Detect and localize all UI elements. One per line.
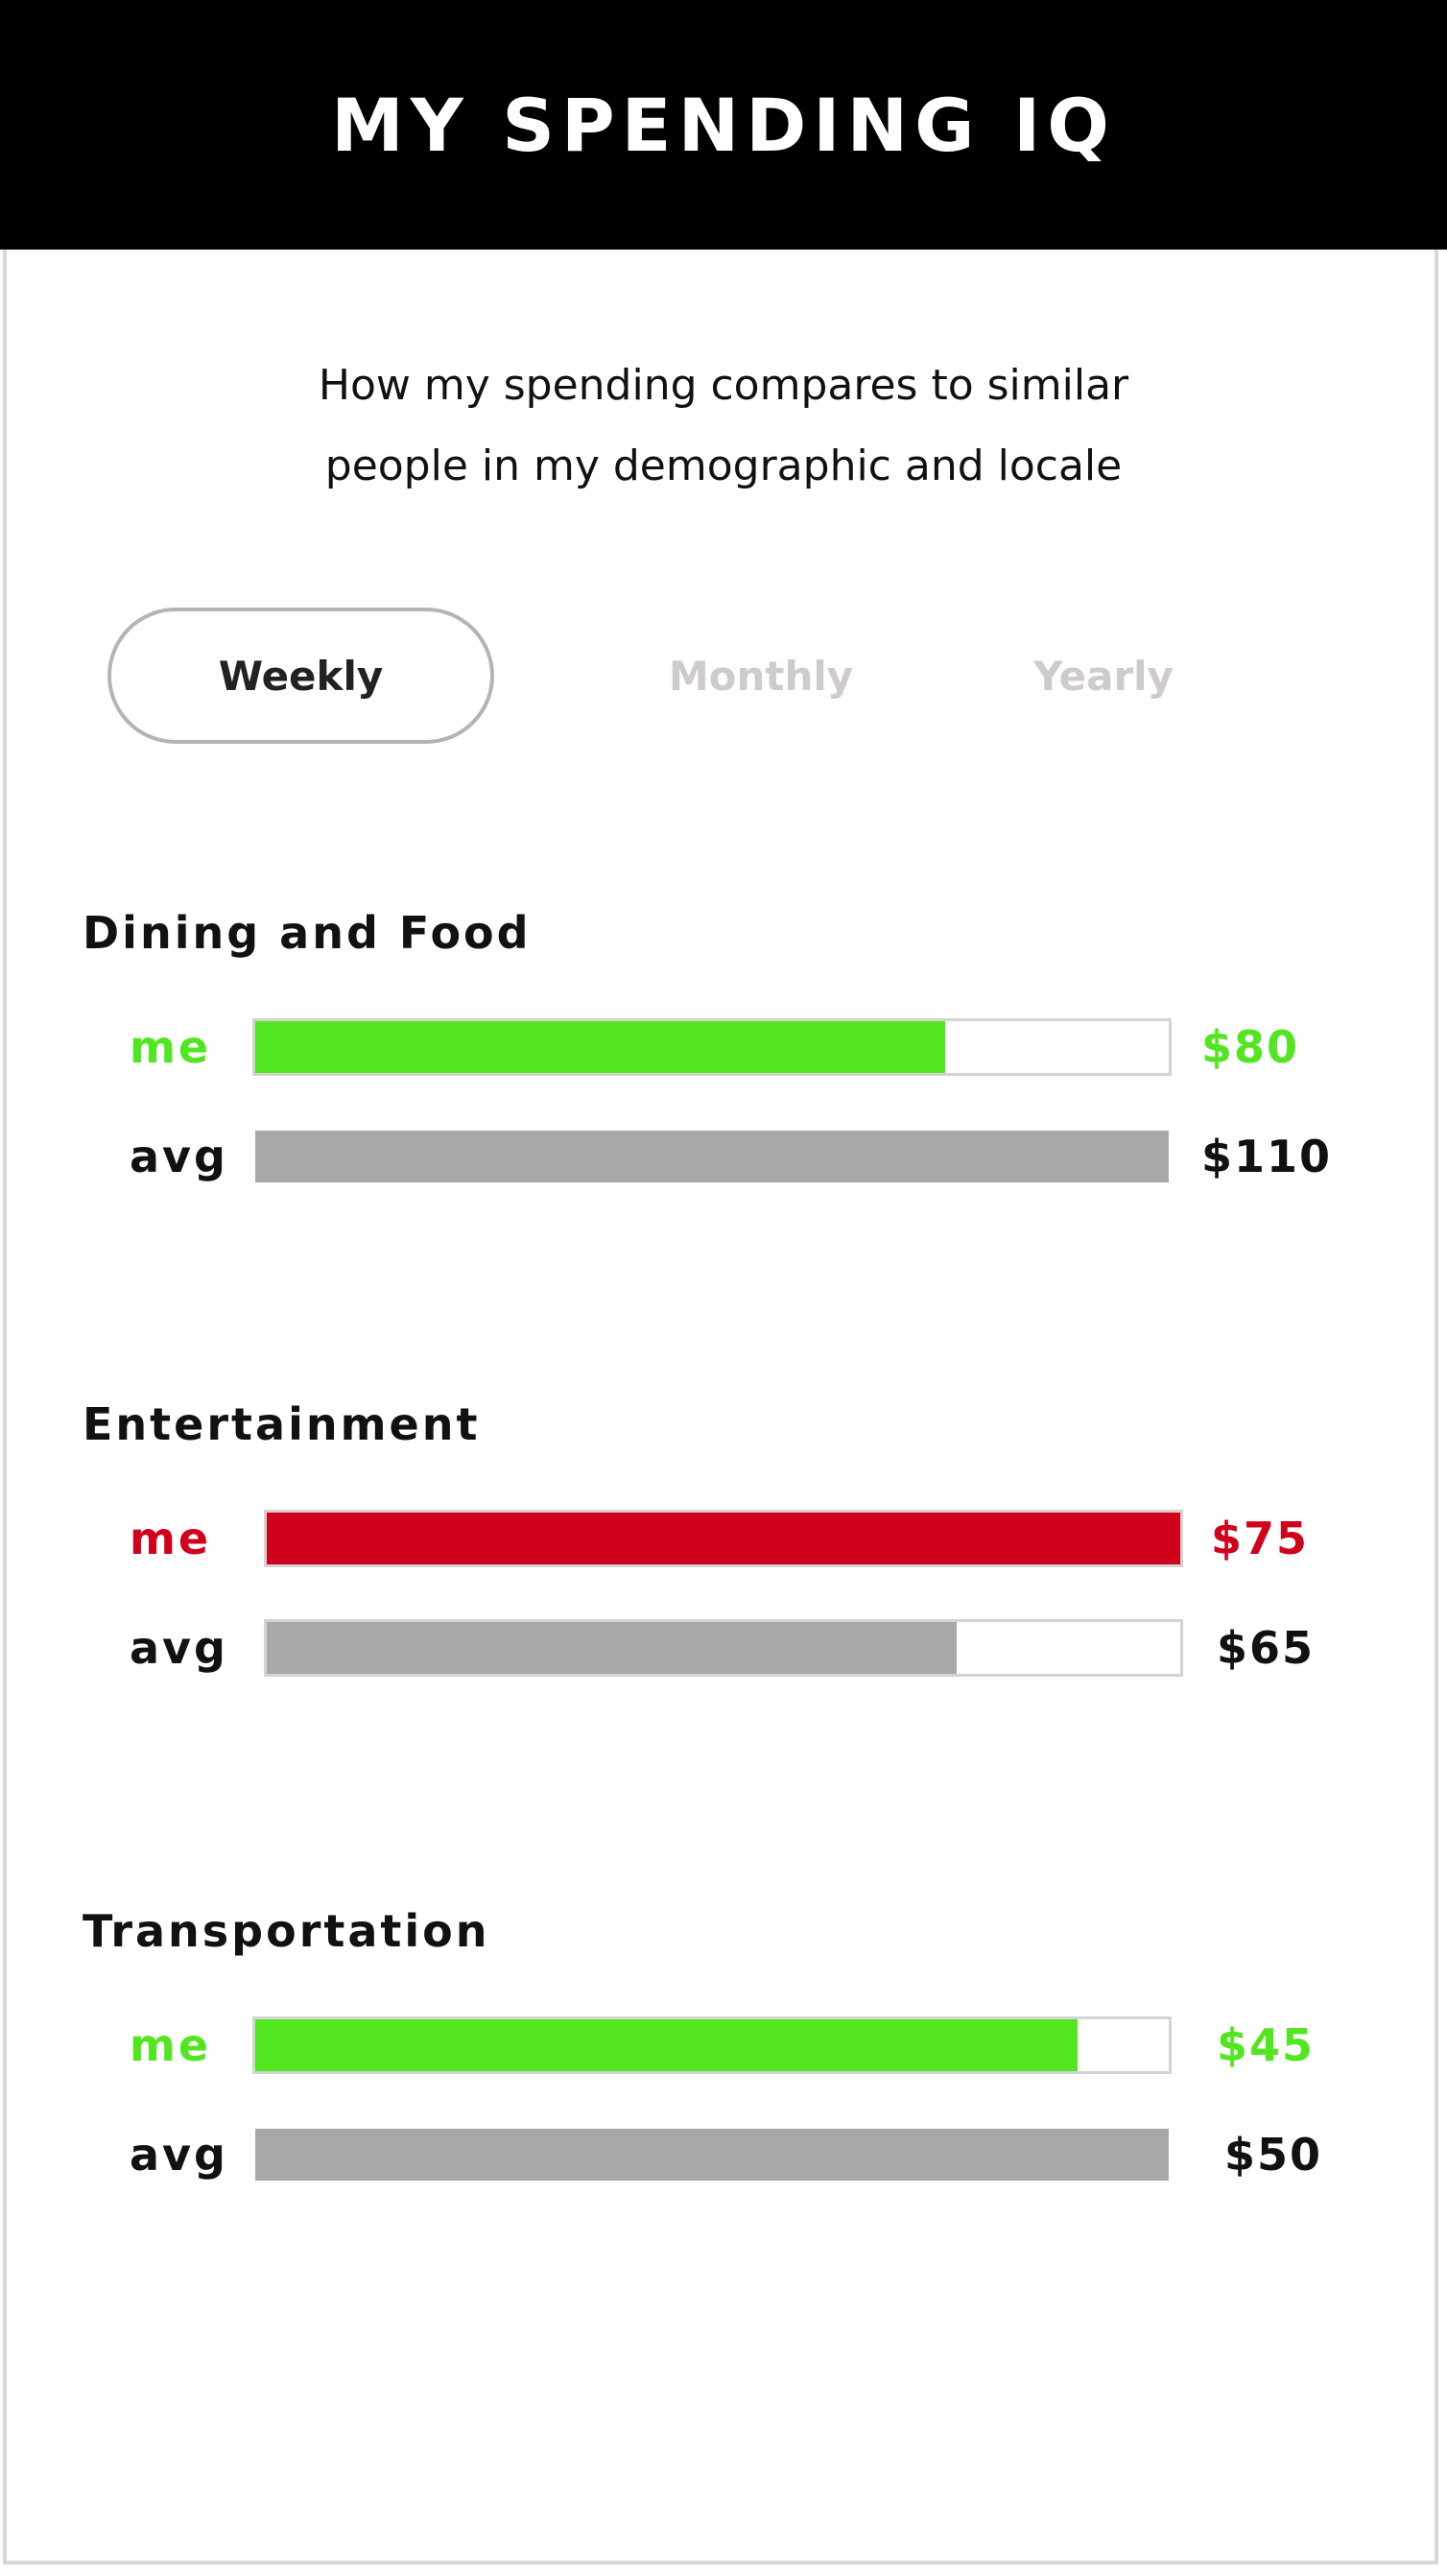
avg-bar-fill bbox=[255, 1131, 1169, 1182]
category-title: Entertainment bbox=[83, 1398, 481, 1450]
app-header: MY SPENDING IQ bbox=[0, 0, 1447, 250]
avg-row: avg $50 bbox=[0, 2126, 1447, 2183]
page-title: MY SPENDING IQ bbox=[331, 82, 1116, 168]
me-bar-fill bbox=[255, 2019, 1078, 2071]
subtitle-line-1: How my spending compares to similar bbox=[318, 361, 1129, 410]
avg-row: avg $65 bbox=[0, 1619, 1447, 1677]
me-amount: $45 bbox=[1217, 2019, 1316, 2071]
avg-bar-track bbox=[264, 1619, 1183, 1677]
me-bar-track bbox=[252, 2016, 1172, 2074]
category-entertainment: Entertainment me $75 avg $65 bbox=[0, 1398, 1447, 1686]
category-title: Dining and Food bbox=[83, 907, 532, 959]
avg-label: avg bbox=[130, 1131, 228, 1182]
page-subtitle: How my spending compares to similar peop… bbox=[148, 346, 1299, 507]
avg-amount: $50 bbox=[1224, 2129, 1323, 2181]
avg-bar-track bbox=[252, 1128, 1172, 1185]
avg-label: avg bbox=[130, 2129, 228, 2181]
avg-amount: $65 bbox=[1217, 1622, 1316, 1674]
me-row: me $45 bbox=[0, 2016, 1447, 2074]
me-row: me $75 bbox=[0, 1510, 1447, 1567]
category-title: Transportation bbox=[83, 1905, 490, 1957]
me-bar-track bbox=[264, 1510, 1183, 1567]
me-bar-track bbox=[252, 1018, 1172, 1076]
me-label: me bbox=[130, 1021, 212, 1073]
me-label: me bbox=[130, 1513, 212, 1564]
me-row: me $80 bbox=[0, 1018, 1447, 1076]
avg-row: avg $110 bbox=[0, 1128, 1447, 1185]
tab-weekly[interactable]: Weekly bbox=[107, 608, 494, 744]
category-transportation: Transportation me $45 avg $50 bbox=[0, 1905, 1447, 2193]
period-tabs: Weekly Monthly Yearly bbox=[0, 608, 1447, 744]
me-label: me bbox=[130, 2019, 212, 2071]
me-amount: $75 bbox=[1211, 1513, 1310, 1564]
subtitle-line-2: people in my demographic and locale bbox=[324, 441, 1123, 490]
tab-yearly[interactable]: Yearly bbox=[1033, 652, 1174, 700]
tab-monthly[interactable]: Monthly bbox=[668, 652, 854, 700]
category-dining-and-food: Dining and Food me $80 avg $110 bbox=[0, 907, 1447, 1195]
avg-amount: $110 bbox=[1201, 1131, 1333, 1182]
me-amount: $80 bbox=[1201, 1021, 1300, 1073]
avg-bar-fill bbox=[267, 1622, 957, 1674]
avg-bar-track bbox=[252, 2126, 1172, 2183]
me-bar-fill bbox=[267, 1513, 1180, 1564]
me-bar-fill bbox=[255, 1021, 945, 1073]
avg-bar-fill bbox=[255, 2129, 1169, 2181]
avg-label: avg bbox=[130, 1622, 228, 1674]
